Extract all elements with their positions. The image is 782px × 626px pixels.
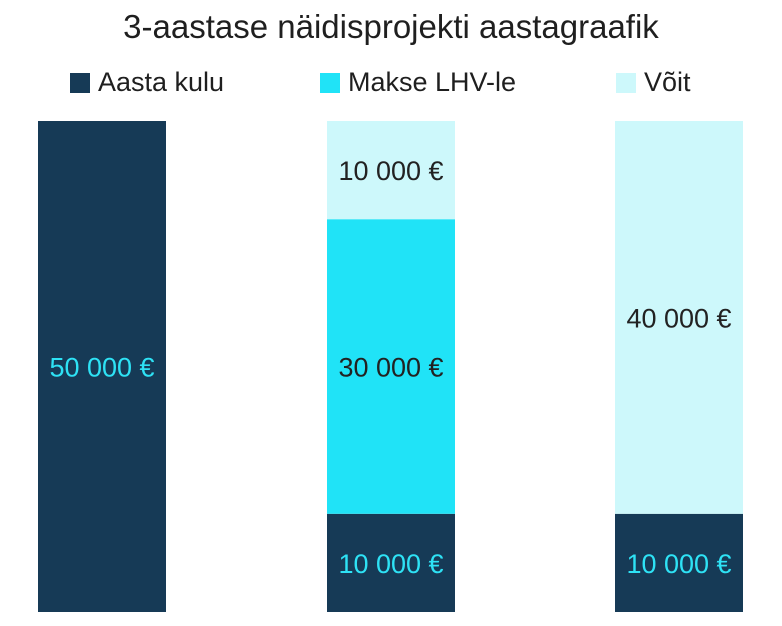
legend-item-profit: Võit <box>616 67 691 98</box>
legend-label-profit: Võit <box>644 67 691 97</box>
bar-segment-1-1 <box>38 121 166 612</box>
data-label-2-1: 10 000 € <box>338 549 443 579</box>
legend-swatch-cost <box>70 72 90 93</box>
data-label-2-3: 10 000 € <box>338 156 443 186</box>
legend-swatch-payment <box>320 72 340 93</box>
data-label-1-1: 50 000 € <box>49 353 154 383</box>
bar-segment-2-1 <box>327 513 455 612</box>
bar-segment-2-2 <box>327 219 455 514</box>
bar-segment-3-1 <box>615 513 743 612</box>
legend-label-payment: Makse LHV-le <box>348 67 517 97</box>
bar-segment-2-3 <box>327 121 455 220</box>
data-label-3-2: 40 000 € <box>626 303 731 333</box>
legend-label-cost: Aasta kulu <box>98 67 225 97</box>
legend-item-cost: Aasta kulu <box>70 67 224 98</box>
data-label-3-1: 10 000 € <box>626 549 731 579</box>
chart-title: 3-aastase näidisprojekti aastagraafik <box>123 8 659 45</box>
bar-segment-3-2 <box>615 121 743 514</box>
legend-item-payment: Makse LHV-le <box>320 67 516 98</box>
data-label-2-2: 30 000 € <box>338 353 443 383</box>
legend-swatch-profit <box>616 72 636 93</box>
